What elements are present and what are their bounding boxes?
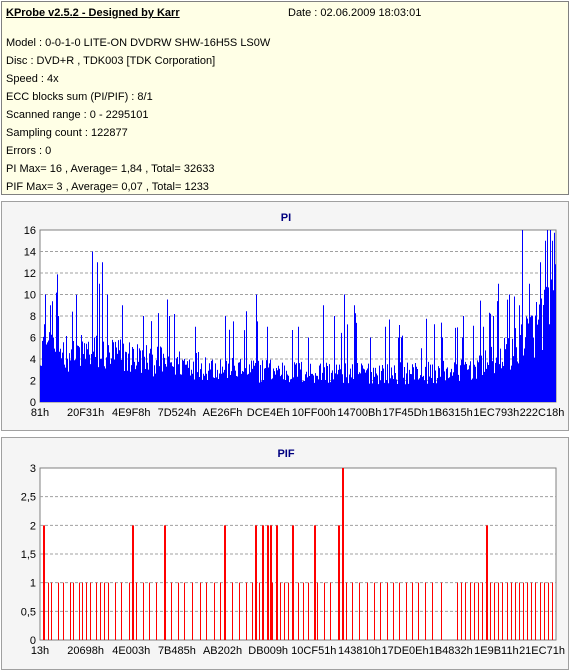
pi-y-tick-label: 16 [24,225,36,237]
pif-x-tick-label: 17DE0Eh [382,645,429,657]
pi-bars [40,230,556,402]
pi-x-tick-label: 1EC793h [473,407,519,419]
info-model: Model : 0-0-1-0 LITE-ON DVDRW SHW-16H5S … [6,37,271,49]
scan-info-panel: KProbe v2.5.2 - Designed by Karr Date : … [1,1,569,195]
pi-x-tick-label: 20F31h [67,407,104,419]
pi-x-tick-label: 14700Bh [337,407,381,419]
pif-x-tick-label: 1E9B11h [474,645,518,657]
pif-x-tick-label: 143810h [338,645,381,657]
pi-y-tick-label: 14 [24,247,36,259]
scan-date: Date : 02.06.2009 18:03:01 [288,7,422,19]
app-title: KProbe v2.5.2 - Designed by Karr [6,7,180,19]
pif-x-tick-label: DB009h [248,645,288,657]
pif-x-axis: 13h 20698h 4E003h 7B485h AB202h DB009h 10CF51h… [31,645,565,657]
pi-y-axis: 0 2 4 6 8 10 12 14 16 [24,225,36,409]
pi-x-tick-label: DCE4Eh [247,407,290,419]
pif-x-tick-label: AB202h [203,645,242,657]
pif-x-tick-label: 1B4832h [429,645,473,657]
pi-chart-panel: PI 0 2 4 6 8 10 12 14 16 81h 20F31h 4E9F8h 7D524h AE… [1,201,569,431]
pif-y-tick-label: 0 [30,635,36,647]
info-scanned-range: Scanned range : 0 - 2295101 [6,109,149,121]
pif-chart-panel: PIF 0 0,5 1 1,5 2 2,5 3 13h 20698h 4E003h 7B485h A… [1,437,569,670]
info-errors: Errors : 0 [6,145,52,157]
pi-y-tick-label: 10 [24,290,36,302]
info-pi-stats: PI Max= 16 , Average= 1,84 , Total= 3263… [6,163,215,175]
pif-chart-title: PIF [277,448,294,460]
pif-bars [43,468,553,640]
info-speed: Speed : 4x [6,73,59,85]
pi-x-tick-label: 17F45Dh [382,407,427,419]
pi-y-tick-label: 6 [30,333,36,345]
info-disc: Disc : DVD+R , TDK003 [TDK Corporation] [6,55,216,67]
pi-y-tick-label: 2 [30,376,36,388]
pi-x-tick-label: 81h [31,407,49,419]
pi-y-tick-label: 8 [30,311,36,323]
pif-y-tick-label: 2,5 [21,492,36,504]
pi-y-tick-label: 12 [24,268,36,280]
pif-y-tick-label: 0,5 [21,606,36,618]
pif-y-tick-label: 1 [30,578,36,590]
pi-chart: PI 0 2 4 6 8 10 12 14 16 81h 20F31h 4E9F8h 7D524h AE… [24,212,565,419]
pif-y-tick-label: 2 [30,520,36,532]
pi-x-tick-label: 7D524h [158,407,197,419]
pif-x-tick-label: 20698h [67,645,104,657]
pi-x-tick-label: 10FF00h [292,407,336,419]
pif-y-tick-label: 3 [30,463,36,475]
info-ecc-blocks: ECC blocks sum (PI/PIF) : 8/1 [6,91,153,103]
pif-x-tick-label: 4E003h [112,645,150,657]
pif-x-tick-label: 7B485h [158,645,196,657]
pi-x-tick-label: AE26Fh [203,407,243,419]
pi-x-axis: 81h 20F31h 4E9F8h 7D524h AE26Fh DCE4Eh 10FF00h… [31,407,565,419]
info-pif-stats: PIF Max= 3 , Average= 0,07 , Total= 1233 [6,181,209,193]
pif-y-axis: 0 0,5 1 1,5 2 2,5 3 [21,463,36,647]
pif-x-tick-label: 21EC71h [519,645,565,657]
pi-x-tick-label: 1B6315h [429,407,473,419]
pi-chart-title: PI [281,212,291,224]
pif-chart: PIF 0 0,5 1 1,5 2 2,5 3 13h 20698h 4E003h 7B485h A… [21,448,565,657]
pif-x-tick-label: 10CF51h [291,645,336,657]
pi-y-tick-label: 4 [30,354,36,366]
pi-x-tick-label: 222C18h [520,407,565,419]
pi-y-tick-label: 0 [30,397,36,409]
pif-x-tick-label: 13h [31,645,49,657]
info-sampling-count: Sampling count : 122877 [6,127,128,139]
pi-x-tick-label: 4E9F8h [112,407,151,419]
pif-y-tick-label: 1,5 [21,549,36,561]
